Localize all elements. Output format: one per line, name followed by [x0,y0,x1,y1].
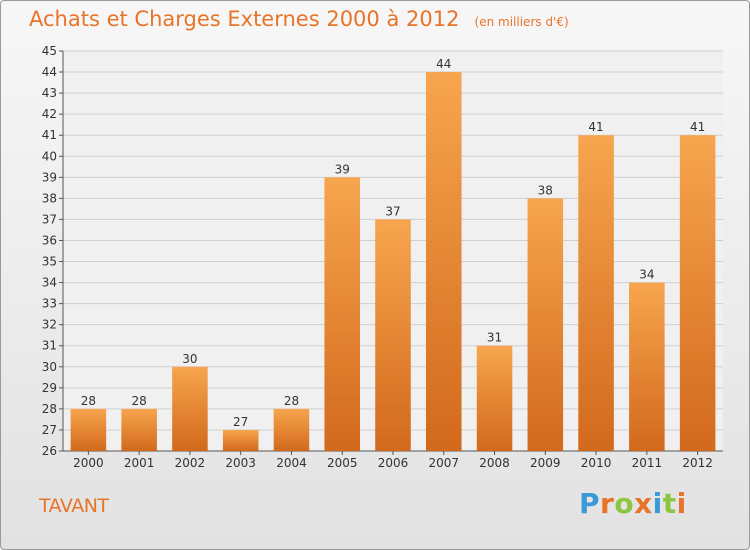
y-tick-label: 31 [42,339,57,353]
x-tick-label: 2003 [225,456,256,470]
x-tick-label: 2002 [175,456,206,470]
y-tick-label: 32 [42,318,57,332]
brand-letter: o [614,487,635,520]
y-tick-label: 41 [42,128,57,142]
bar [172,366,208,451]
x-tick-label: 2001 [124,456,155,470]
chart-unit-note: (en milliers d'€) [474,15,569,29]
y-tick-label: 39 [42,170,57,184]
data-label: 28 [284,394,299,408]
brand-logo: Proxiti [579,487,687,520]
data-label: 44 [436,57,451,71]
y-tick-label: 37 [42,212,57,226]
x-tick-label: 2009 [530,456,561,470]
y-tick-label: 43 [42,86,57,100]
bar [476,345,513,451]
brand-letter: i [652,487,663,520]
x-tick-label: 2004 [276,456,307,470]
data-label: 34 [639,268,654,282]
x-tick-label: 2006 [378,456,409,470]
bar [426,72,462,451]
bar [70,408,107,451]
data-label: 28 [132,394,147,408]
y-tick-label: 34 [42,276,57,290]
bar [222,429,259,451]
bar [121,408,157,451]
y-tick-label: 40 [42,149,57,163]
y-tick-label: 36 [42,233,57,247]
bar [324,177,360,451]
y-tick-label: 30 [42,360,57,374]
y-tick-label: 38 [42,191,57,205]
x-tick-label: 2007 [428,456,459,470]
bars [70,72,716,452]
brand-letter: r [600,487,615,520]
data-label: 37 [385,204,400,218]
x-tick-label: 2010 [581,456,612,470]
bar [527,198,564,451]
y-tick-label: 27 [42,423,57,437]
brand-letter: t [662,487,677,520]
x-tick-label: 2000 [73,456,104,470]
y-tick-label: 42 [42,107,57,121]
data-label: 41 [588,120,603,134]
data-label: 28 [81,394,96,408]
y-tick-label: 29 [42,381,57,395]
data-label: 31 [487,331,502,345]
commune-name: TAVANT [39,495,109,517]
x-tick-label: 2011 [632,456,663,470]
y-tick-label: 45 [42,44,57,58]
brand-letter: P [579,487,601,520]
bar [629,282,665,451]
x-tick-label: 2005 [327,456,358,470]
data-label: 38 [538,183,553,197]
y-tick-label: 44 [42,65,57,79]
y-tick-label: 35 [42,255,57,269]
data-label: 39 [335,162,350,176]
y-tick-label: 33 [42,297,57,311]
x-tick-label: 2008 [479,456,510,470]
chart-title-text: Achats et Charges Externes 2000 à 2012 [29,7,460,31]
bar [375,219,411,451]
data-label: 30 [182,352,197,366]
brand-letter: i [676,487,687,520]
data-label: 27 [233,415,248,429]
bar [679,135,716,452]
bar [578,135,614,452]
bar [273,408,310,451]
brand-letter: x [634,487,653,520]
y-tick-label: 26 [42,444,57,458]
y-tick-label: 28 [42,402,57,416]
x-tick-label: 2012 [682,456,713,470]
data-label: 41 [690,120,705,134]
labels: 26 27 28 29 30 31 32 33 34 35 36 37 38 39 40 41 42 43 44 45… [42,44,713,470]
chart-title: Achats et Charges Externes 2000 à 2012 (… [29,7,569,31]
